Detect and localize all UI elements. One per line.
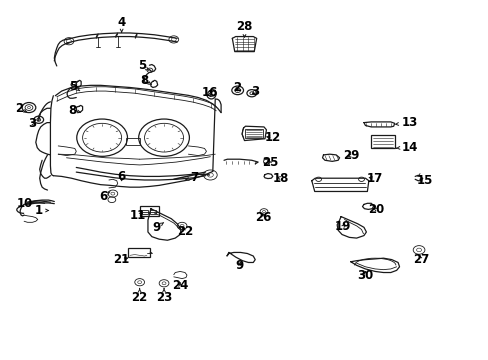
- Text: 11: 11: [130, 209, 146, 222]
- Text: 19: 19: [334, 220, 350, 233]
- Text: 27: 27: [412, 253, 428, 266]
- Text: 20: 20: [367, 203, 384, 216]
- Text: 9: 9: [235, 259, 243, 272]
- Text: 22: 22: [177, 225, 193, 238]
- Text: 2: 2: [233, 81, 241, 94]
- Bar: [370, 135, 394, 148]
- Text: 21: 21: [113, 253, 129, 266]
- Text: 14: 14: [396, 140, 418, 153]
- Bar: [150, 210, 156, 215]
- Text: 24: 24: [172, 279, 188, 292]
- Text: 1: 1: [35, 204, 48, 217]
- Bar: [140, 206, 159, 216]
- Text: 3: 3: [251, 85, 259, 98]
- Text: 3: 3: [28, 117, 37, 130]
- Text: 25: 25: [261, 156, 278, 169]
- Text: 18: 18: [272, 172, 289, 185]
- Text: 6: 6: [117, 170, 125, 183]
- Text: 2: 2: [15, 102, 26, 115]
- Text: 5: 5: [138, 59, 149, 72]
- Text: 8: 8: [69, 104, 80, 117]
- Text: 7: 7: [185, 171, 199, 184]
- Text: 6: 6: [99, 190, 110, 203]
- Text: 23: 23: [156, 288, 172, 304]
- Bar: [142, 210, 148, 215]
- Text: 13: 13: [395, 116, 418, 129]
- Text: 8: 8: [140, 74, 151, 87]
- Text: 17: 17: [366, 172, 383, 185]
- Bar: [126, 138, 140, 145]
- Text: 22: 22: [131, 288, 147, 304]
- Text: 12: 12: [264, 131, 280, 144]
- Text: 15: 15: [416, 174, 432, 186]
- Text: 29: 29: [343, 149, 359, 162]
- Bar: [245, 129, 262, 138]
- Text: 9: 9: [152, 221, 163, 234]
- Text: 30: 30: [357, 269, 373, 282]
- Bar: [128, 248, 150, 257]
- Text: 5: 5: [69, 80, 80, 93]
- Text: 4: 4: [117, 16, 125, 32]
- Text: 28: 28: [236, 20, 252, 37]
- Text: 16: 16: [202, 86, 218, 99]
- Text: 10: 10: [17, 197, 33, 210]
- Text: 26: 26: [254, 211, 271, 224]
